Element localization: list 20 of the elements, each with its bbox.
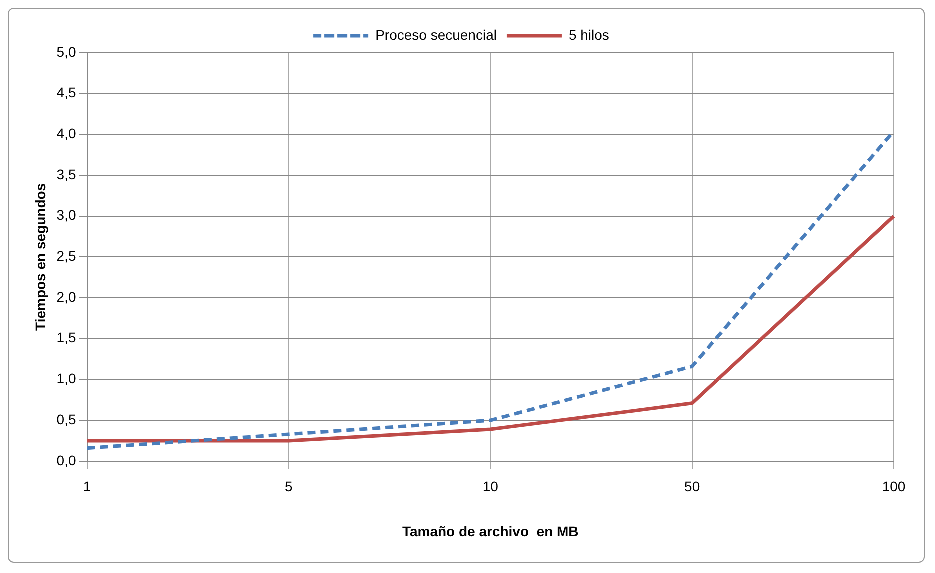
- x-tick-label: 50: [684, 478, 700, 495]
- y-tick-label: 2,5: [56, 248, 76, 264]
- legend-label: Proceso secuencial: [376, 26, 497, 43]
- y-tick-label: 3,0: [56, 207, 76, 224]
- y-tick-label: 5,0: [56, 44, 76, 60]
- y-tick-label: 1,0: [56, 370, 76, 387]
- y-axis-title: Tiempos en segundos: [32, 183, 48, 331]
- x-axis-title: Tamaño de archivo en MB: [402, 523, 579, 540]
- y-tick-label: 4,5: [56, 84, 76, 101]
- x-tick-label: 100: [882, 478, 906, 495]
- y-tick-label: 1,5: [56, 330, 76, 346]
- x-tick-label: 5: [285, 478, 294, 495]
- y-tick-label: 4,0: [56, 126, 76, 142]
- y-tick-label: 0,5: [56, 411, 76, 428]
- y-tick-label: 3,5: [56, 166, 76, 182]
- x-tick-label: 10: [482, 478, 499, 495]
- legend-label: 5 hilos: [568, 26, 610, 43]
- x-tick-label: 1: [83, 478, 92, 495]
- y-tick-label: 2,0: [56, 288, 76, 305]
- y-tick-label: 0,0: [56, 452, 76, 468]
